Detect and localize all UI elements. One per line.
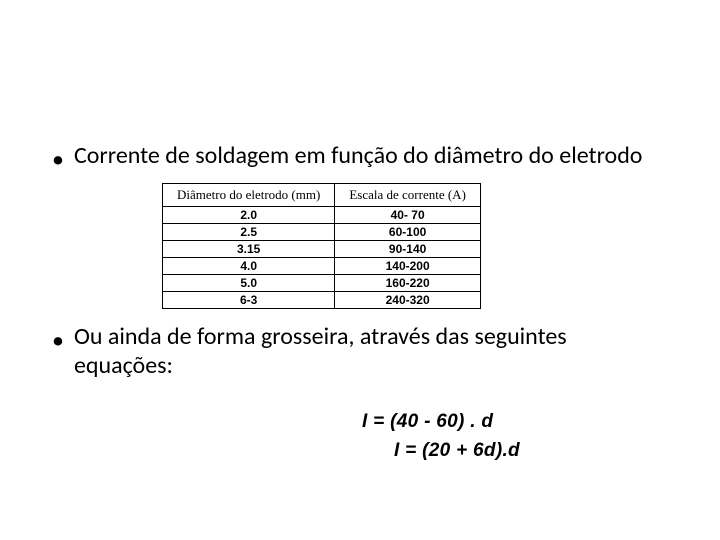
- bullet-item-2: • Ou ainda de forma grosseira, através d…: [52, 323, 668, 381]
- bullet-item-1: • Corrente de soldagem em função do diâm…: [52, 142, 668, 175]
- col-header-current: Escala de corrente (A): [335, 183, 481, 206]
- cell-diameter: 6-3: [163, 291, 335, 308]
- equation-2: I = (20 + 6d).d: [394, 439, 520, 464]
- table-row: 5.0 160-220: [163, 274, 481, 291]
- table-row: 4.0 140-200: [163, 257, 481, 274]
- table-header-row: Diâmetro do eletrodo (mm) Escala de corr…: [163, 183, 481, 206]
- electrode-table-wrap: Diâmetro do eletrodo (mm) Escala de corr…: [162, 183, 668, 309]
- cell-current: 60-100: [335, 223, 481, 240]
- bullet-text-2: Ou ainda de forma grosseira, através das…: [74, 323, 668, 381]
- cell-diameter: 4.0: [163, 257, 335, 274]
- col-header-diameter: Diâmetro do eletrodo (mm): [163, 183, 335, 206]
- bullet-text-1: Corrente de soldagem em função do diâmet…: [74, 142, 643, 171]
- slide: • Corrente de soldagem em função do diâm…: [0, 0, 720, 540]
- table-row: 6-3 240-320: [163, 291, 481, 308]
- cell-diameter: 2.5: [163, 223, 335, 240]
- bullet-marker: •: [52, 146, 64, 175]
- equation-1: I = (40 - 60) . d: [362, 410, 520, 435]
- equations-block: I = (40 - 60) . d I = (20 + 6d).d: [362, 410, 520, 463]
- electrode-table: Diâmetro do eletrodo (mm) Escala de corr…: [162, 183, 481, 309]
- content-area: • Corrente de soldagem em função do diâm…: [52, 142, 668, 384]
- cell-current: 140-200: [335, 257, 481, 274]
- bullet-marker: •: [52, 327, 64, 356]
- table-row: 3.15 90-140: [163, 240, 481, 257]
- table-row: 2.0 40- 70: [163, 206, 481, 223]
- cell-current: 40- 70: [335, 206, 481, 223]
- cell-current: 90-140: [335, 240, 481, 257]
- cell-current: 240-320: [335, 291, 481, 308]
- cell-diameter: 2.0: [163, 206, 335, 223]
- table-row: 2.5 60-100: [163, 223, 481, 240]
- cell-diameter: 3.15: [163, 240, 335, 257]
- cell-diameter: 5.0: [163, 274, 335, 291]
- cell-current: 160-220: [335, 274, 481, 291]
